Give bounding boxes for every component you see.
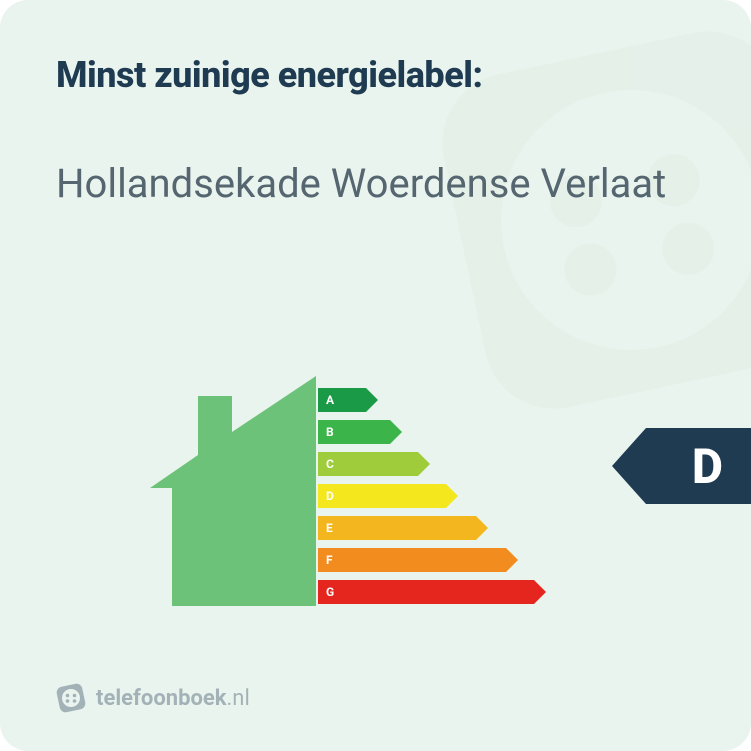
- bar-body: D: [318, 484, 446, 508]
- card-subtitle: Hollandsekade Woerdense Verlaat: [56, 160, 695, 208]
- bar-body: C: [318, 452, 418, 476]
- bar-letter: A: [326, 393, 334, 407]
- house-icon: [130, 376, 316, 616]
- bar-arrow-tip: [390, 420, 402, 444]
- bar-body: B: [318, 420, 390, 444]
- rating-badge: D: [646, 428, 751, 504]
- bar-arrow-tip: [418, 452, 430, 476]
- bar-letter: D: [326, 489, 334, 503]
- footer-brand: telefoonboek.nl: [96, 686, 250, 711]
- bar-row-d: D: [318, 484, 534, 508]
- rating-letter: D: [692, 438, 723, 495]
- bar-row-b: B: [318, 420, 534, 444]
- bar-body: F: [318, 548, 506, 572]
- bar-row-c: C: [318, 452, 534, 476]
- bar-letter: G: [326, 585, 334, 599]
- bar-letter: E: [326, 521, 333, 535]
- badge-arrow-tip: [612, 428, 646, 504]
- footer-logo-icon: [56, 683, 86, 713]
- footer: telefoonboek.nl: [56, 683, 250, 713]
- bar-row-f: F: [318, 548, 534, 572]
- bar-letter: B: [326, 425, 334, 439]
- energy-chart: A B C D E F G: [130, 376, 650, 616]
- bar-row-a: A: [318, 388, 534, 412]
- bar-arrow-tip: [366, 388, 378, 412]
- bar-arrow-tip: [506, 548, 518, 572]
- bar-letter: C: [326, 457, 334, 471]
- bar-body: A: [318, 388, 366, 412]
- bar-row-e: E: [318, 516, 534, 540]
- bar-body: G: [318, 580, 534, 604]
- bar-body: E: [318, 516, 476, 540]
- card-title: Minst zuinige energielabel:: [56, 54, 482, 96]
- bar-row-g: G: [318, 580, 534, 604]
- bar-arrow-tip: [476, 516, 488, 540]
- bar-arrow-tip: [446, 484, 458, 508]
- footer-tld: .nl: [227, 686, 250, 711]
- energy-bars: A B C D E F G: [318, 388, 534, 604]
- footer-brand-name: telefoonboek: [96, 686, 227, 711]
- energy-label-card: Minst zuinige energielabel: Hollandsekad…: [0, 0, 751, 751]
- bar-arrow-tip: [534, 580, 546, 604]
- bar-letter: F: [326, 553, 333, 567]
